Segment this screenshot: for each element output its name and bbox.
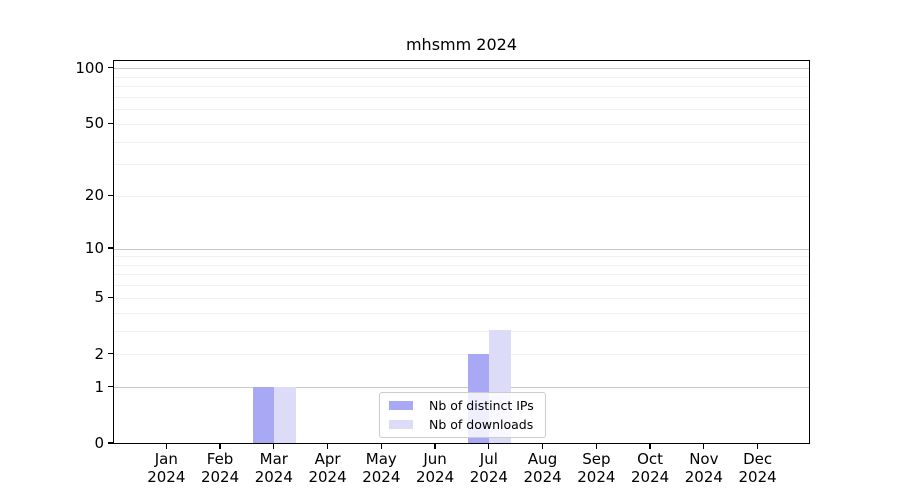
gridline-minor (114, 123, 809, 125)
y-tick-label-20: 20 (84, 186, 104, 205)
y-tick-mark (108, 194, 113, 197)
x-tick-mark (273, 444, 275, 449)
legend-swatch-distinct-ips (389, 400, 413, 411)
gridline-minor (114, 354, 809, 356)
legend-swatch-downloads (389, 419, 413, 430)
y-tick-mark (108, 247, 113, 249)
x-tick-mark (595, 444, 597, 449)
x-tick-label-feb-2024: Feb 2024 (200, 450, 240, 486)
x-tick-mark (488, 444, 490, 449)
y-tick-mark (108, 122, 113, 124)
bar-nb-of-distinct-ips-mar-2024 (252, 386, 275, 443)
y-tick-label-50: 50 (84, 114, 104, 133)
y-tick-label-0: 0 (94, 434, 104, 452)
gridline-minor (114, 297, 809, 299)
x-tick-label-nov-2024: Nov 2024 (684, 450, 723, 486)
y-tick-mark (108, 386, 113, 388)
gridline-minor (114, 312, 809, 314)
x-tick-mark (380, 444, 382, 449)
x-tick-label-jun-2024: Jun 2024 (415, 450, 455, 486)
gridline-minor (114, 76, 809, 78)
x-tick-mark (165, 444, 167, 449)
legend-item-distinct-ips: Nb of distinct IPs (389, 398, 545, 413)
gridline-minor (114, 330, 809, 332)
y-tick-mark (108, 442, 113, 444)
gridline-minor (114, 96, 809, 98)
x-tick-mark (219, 444, 221, 449)
x-tick-mark (434, 444, 436, 449)
gridline-minor (114, 256, 809, 258)
gridline-minor (114, 274, 809, 276)
gridline-minor (114, 86, 809, 88)
y-tick-label-1: 1 (94, 377, 104, 396)
x-tick-label-jan-2024: Jan 2024 (147, 450, 186, 486)
x-tick-label-apr-2024: Apr 2024 (308, 450, 347, 486)
gridline-minor (114, 264, 809, 266)
gridline-major (114, 387, 809, 389)
x-tick-label-oct-2024: Oct 2024 (631, 450, 670, 486)
gridline-major (114, 68, 809, 70)
plot-area: Nb of distinct IPs Nb of downloads (113, 60, 810, 444)
y-tick-mark (108, 67, 113, 69)
x-tick-mark (703, 444, 705, 449)
gridline-minor (114, 285, 809, 287)
x-tick-mark (326, 444, 329, 449)
x-tick-label-sep-2024: Sep 2024 (577, 450, 616, 486)
x-tick-mark (541, 444, 544, 449)
x-tick-mark (649, 444, 651, 449)
legend-label-downloads: Nb of downloads (429, 417, 534, 432)
x-tick-label-dec-2024: Dec 2024 (738, 450, 777, 486)
x-tick-label-mar-2024: Mar 2024 (254, 450, 293, 486)
x-tick-label-jul-2024: Jul 2024 (469, 450, 508, 486)
bar-nb-of-downloads-mar-2024 (274, 386, 296, 443)
y-tick-label-5: 5 (94, 288, 104, 307)
x-tick-label-aug-2024: Aug 2024 (523, 450, 562, 486)
gridline-minor (114, 164, 809, 166)
y-tick-mark (108, 296, 113, 298)
chart-title: mhsmm 2024 (405, 35, 518, 54)
x-tick-mark (757, 444, 759, 449)
y-tick-label-2: 2 (94, 344, 104, 363)
legend-label-distinct-ips: Nb of distinct IPs (429, 398, 534, 413)
legend-item-downloads: Nb of downloads (389, 417, 545, 432)
gridline-minor (114, 141, 809, 143)
y-tick-mark (108, 353, 113, 355)
y-tick-label-10: 10 (84, 239, 104, 258)
gridline-major (114, 248, 809, 250)
gridline-minor (114, 195, 809, 197)
x-tick-label-may-2024: May 2024 (362, 450, 401, 486)
gridline-minor (114, 109, 809, 111)
y-tick-label-100: 100 (75, 58, 104, 77)
legend: Nb of distinct IPs Nb of downloads (379, 392, 546, 438)
